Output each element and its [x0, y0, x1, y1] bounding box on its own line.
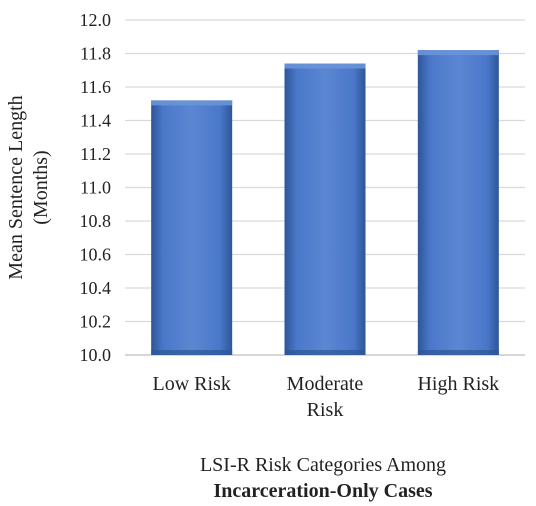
- x-axis-title-line1: LSI-R Risk Categories Among: [199, 454, 447, 476]
- y-tick-label: 11.6: [80, 77, 111, 97]
- x-category-label: High Risk: [417, 373, 499, 395]
- bar-top-highlight: [151, 100, 233, 106]
- y-tick-label: 10.6: [80, 245, 112, 265]
- bar-bottom-shade: [417, 350, 499, 355]
- y-tick-label: 10.8: [80, 211, 112, 231]
- bar-high-risk: [417, 50, 499, 356]
- y-tick-label: 11.8: [80, 44, 111, 64]
- x-axis-title: LSI-R Risk Categories Among Incarceratio…: [110, 452, 536, 504]
- y-axis-ticks: 10.0 10.2 10.4 10.6 10.8 11.0 11.2 11.4 11.6 11.8…: [80, 10, 112, 365]
- bar-body: [151, 100, 233, 356]
- bar-top-highlight: [284, 63, 366, 69]
- x-axis-categories: Low Risk Moderate Risk High Risk: [152, 373, 499, 421]
- y-tick-label: 12.0: [80, 10, 112, 30]
- y-tick-label: 10.4: [80, 278, 112, 298]
- bar-body: [417, 50, 499, 356]
- y-axis-title-line: (Months): [30, 150, 52, 224]
- y-tick-label: 10.0: [80, 345, 112, 365]
- bar-low-risk: [151, 100, 233, 356]
- y-tick-label: 11.2: [80, 144, 111, 164]
- x-axis-title-line2: Incarceration-Only Cases: [213, 480, 433, 502]
- y-axis-title-line: Mean Sentence Length: [5, 95, 27, 279]
- bar-moderate-risk: [284, 63, 366, 356]
- y-tick-label: 11.4: [80, 111, 111, 131]
- bar-body: [284, 63, 366, 356]
- bar-bottom-shade: [284, 350, 366, 355]
- bar-bottom-shade: [151, 350, 233, 355]
- bars: [151, 50, 499, 356]
- x-category-label: Moderate: [287, 373, 364, 395]
- bar-top-highlight: [417, 50, 499, 56]
- y-axis-title: Mean Sentence Length (Months): [5, 95, 52, 279]
- y-tick-label: 11.0: [80, 178, 111, 198]
- x-category-label: Low Risk: [152, 373, 230, 395]
- x-category-label: Risk: [307, 399, 344, 421]
- y-tick-label: 10.2: [80, 312, 112, 332]
